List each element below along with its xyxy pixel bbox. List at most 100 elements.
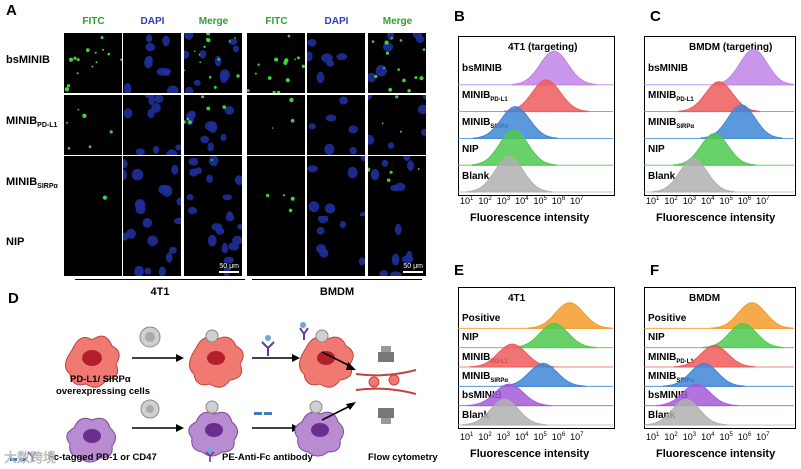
panel_e-x-axis-label: Fluorescence intensity bbox=[470, 448, 590, 460]
column-header-4: DAPI bbox=[324, 16, 349, 27]
image-cell bbox=[247, 33, 305, 93]
image-cell bbox=[123, 33, 181, 93]
tick-base: 10 bbox=[737, 432, 748, 442]
column-header-0: FITC bbox=[82, 16, 105, 27]
label-main: MINIB bbox=[462, 370, 491, 382]
row-label-2: MINIBSIRPα bbox=[6, 176, 58, 190]
histogram-label-2: MINIBPD-L1 bbox=[648, 352, 694, 365]
label-main: Blank bbox=[648, 170, 676, 182]
panel_e-title: 4T1 bbox=[508, 293, 526, 304]
pe-antibody-icon-top bbox=[261, 335, 275, 356]
cell-bottom-middle bbox=[188, 400, 238, 457]
label-main: NIP bbox=[6, 236, 25, 248]
watermark: 大数跨境 bbox=[4, 450, 57, 465]
nanoparticle-icon-bottom bbox=[140, 399, 160, 419]
row-label-1: MINIBPD-L1 bbox=[6, 115, 57, 129]
label-main: MINIB bbox=[648, 116, 677, 128]
label-main: NIP bbox=[648, 332, 665, 344]
tick-exponent: 3 bbox=[506, 196, 511, 202]
tick-base: 10 bbox=[664, 196, 675, 206]
group-line-4t1 bbox=[75, 279, 245, 280]
legend-fc-tagged: Fc-tagged PD-1 or CD47 bbox=[48, 452, 157, 463]
label-main: bsMINIB bbox=[6, 54, 50, 66]
column-header-5: Merge bbox=[382, 16, 413, 27]
tick-base: 10 bbox=[682, 196, 693, 206]
image-cell bbox=[184, 33, 242, 93]
image-cell bbox=[307, 156, 365, 216]
histogram-peak bbox=[663, 362, 745, 387]
tick-base: 10 bbox=[533, 196, 544, 206]
image-cell bbox=[368, 156, 426, 216]
panel_f-x-ticks: 101 102 103 104 105 106 107 bbox=[646, 432, 770, 442]
tick-exponent: 4 bbox=[525, 432, 529, 438]
tick-exponent: 4 bbox=[525, 196, 529, 202]
panel-d-letter: D bbox=[8, 290, 19, 307]
label-main: bsMINIB bbox=[462, 63, 502, 75]
tick-exponent: 7 bbox=[580, 196, 584, 202]
panel_c-x-ticks: 101 102 103 104 105 106 107 bbox=[646, 196, 770, 206]
scale-bar-label: 50 μm bbox=[219, 263, 239, 270]
scale-bar-label: 50 μm bbox=[403, 263, 423, 270]
histogram-label-4: Blank bbox=[462, 171, 489, 182]
histogram-label-4: bsMINIB bbox=[648, 390, 688, 401]
histogram-peak bbox=[652, 157, 735, 193]
histogram-peak bbox=[466, 383, 552, 407]
tick-base: 10 bbox=[551, 432, 562, 442]
overexpressing-cell-bottom bbox=[66, 417, 116, 463]
histogram-label-0: Positive bbox=[648, 313, 686, 324]
tick-exponent: 6 bbox=[747, 432, 752, 438]
label-subscript: PD-L1 bbox=[676, 358, 694, 365]
histogram-label-0: bsMINIB bbox=[462, 63, 502, 74]
tick-base: 10 bbox=[719, 196, 730, 206]
histogram-label-4: bsMINIB bbox=[462, 390, 502, 401]
cells-label-line2: overexpressing cells bbox=[56, 386, 150, 397]
cell-labeled-top bbox=[299, 322, 354, 388]
panel_f-letter: F bbox=[650, 262, 660, 279]
scale-bar: 50 μm bbox=[219, 263, 239, 273]
image-cell bbox=[123, 156, 181, 216]
histogram-peak bbox=[473, 105, 558, 139]
image-cell bbox=[184, 156, 242, 216]
histogram-peak bbox=[462, 398, 547, 426]
histogram-label-3: MINIBSIRPα bbox=[462, 371, 508, 384]
label-main: MINIB bbox=[6, 115, 38, 127]
image-cell bbox=[368, 33, 426, 93]
image-cell bbox=[64, 156, 122, 216]
label-main: NIP bbox=[462, 143, 479, 155]
image-cell bbox=[184, 95, 242, 155]
label-main: MINIB bbox=[462, 90, 491, 102]
row-label-3: NIP bbox=[6, 236, 24, 248]
tick-base: 10 bbox=[533, 432, 544, 442]
tick-exponent: 3 bbox=[692, 432, 697, 438]
image-cell bbox=[307, 95, 365, 155]
tick-exponent: 1 bbox=[470, 432, 474, 438]
tick-exponent: 7 bbox=[766, 432, 770, 438]
tick-base: 10 bbox=[646, 196, 657, 206]
label-main: Positive bbox=[648, 312, 687, 324]
histogram-label-1: MINIBPD-L1 bbox=[462, 90, 508, 103]
histogram-label-3: NIP bbox=[648, 144, 665, 155]
group-line-bmdm bbox=[252, 279, 422, 280]
label-main: MINIB bbox=[462, 351, 491, 363]
histogram-peak bbox=[527, 302, 613, 329]
cells-label-line1: PD-L1/ SIRPα bbox=[70, 374, 131, 385]
tick-exponent: 2 bbox=[674, 196, 678, 202]
tick-base: 10 bbox=[515, 196, 526, 206]
cell-labeled-bottom bbox=[294, 400, 344, 457]
image-cell: 50 μm bbox=[368, 216, 426, 276]
tick-exponent: 5 bbox=[729, 432, 733, 438]
panel_e-letter: E bbox=[454, 262, 465, 279]
tick-exponent: 6 bbox=[747, 196, 752, 202]
tick-exponent: 4 bbox=[711, 432, 715, 438]
label-main: bsMINIB bbox=[462, 390, 502, 402]
tick-base: 10 bbox=[756, 432, 767, 442]
tick-base: 10 bbox=[737, 196, 748, 206]
tick-base: 10 bbox=[646, 432, 657, 442]
tick-base: 10 bbox=[570, 196, 581, 206]
histogram-peak bbox=[678, 81, 760, 113]
panel_c-title: BMDM (targeting) bbox=[689, 42, 773, 53]
histogram-label-0: bsMINIB bbox=[648, 63, 688, 74]
image-cell bbox=[307, 216, 365, 276]
image-cell bbox=[64, 95, 122, 155]
histogram-label-2: MINIBSIRPα bbox=[648, 117, 694, 130]
